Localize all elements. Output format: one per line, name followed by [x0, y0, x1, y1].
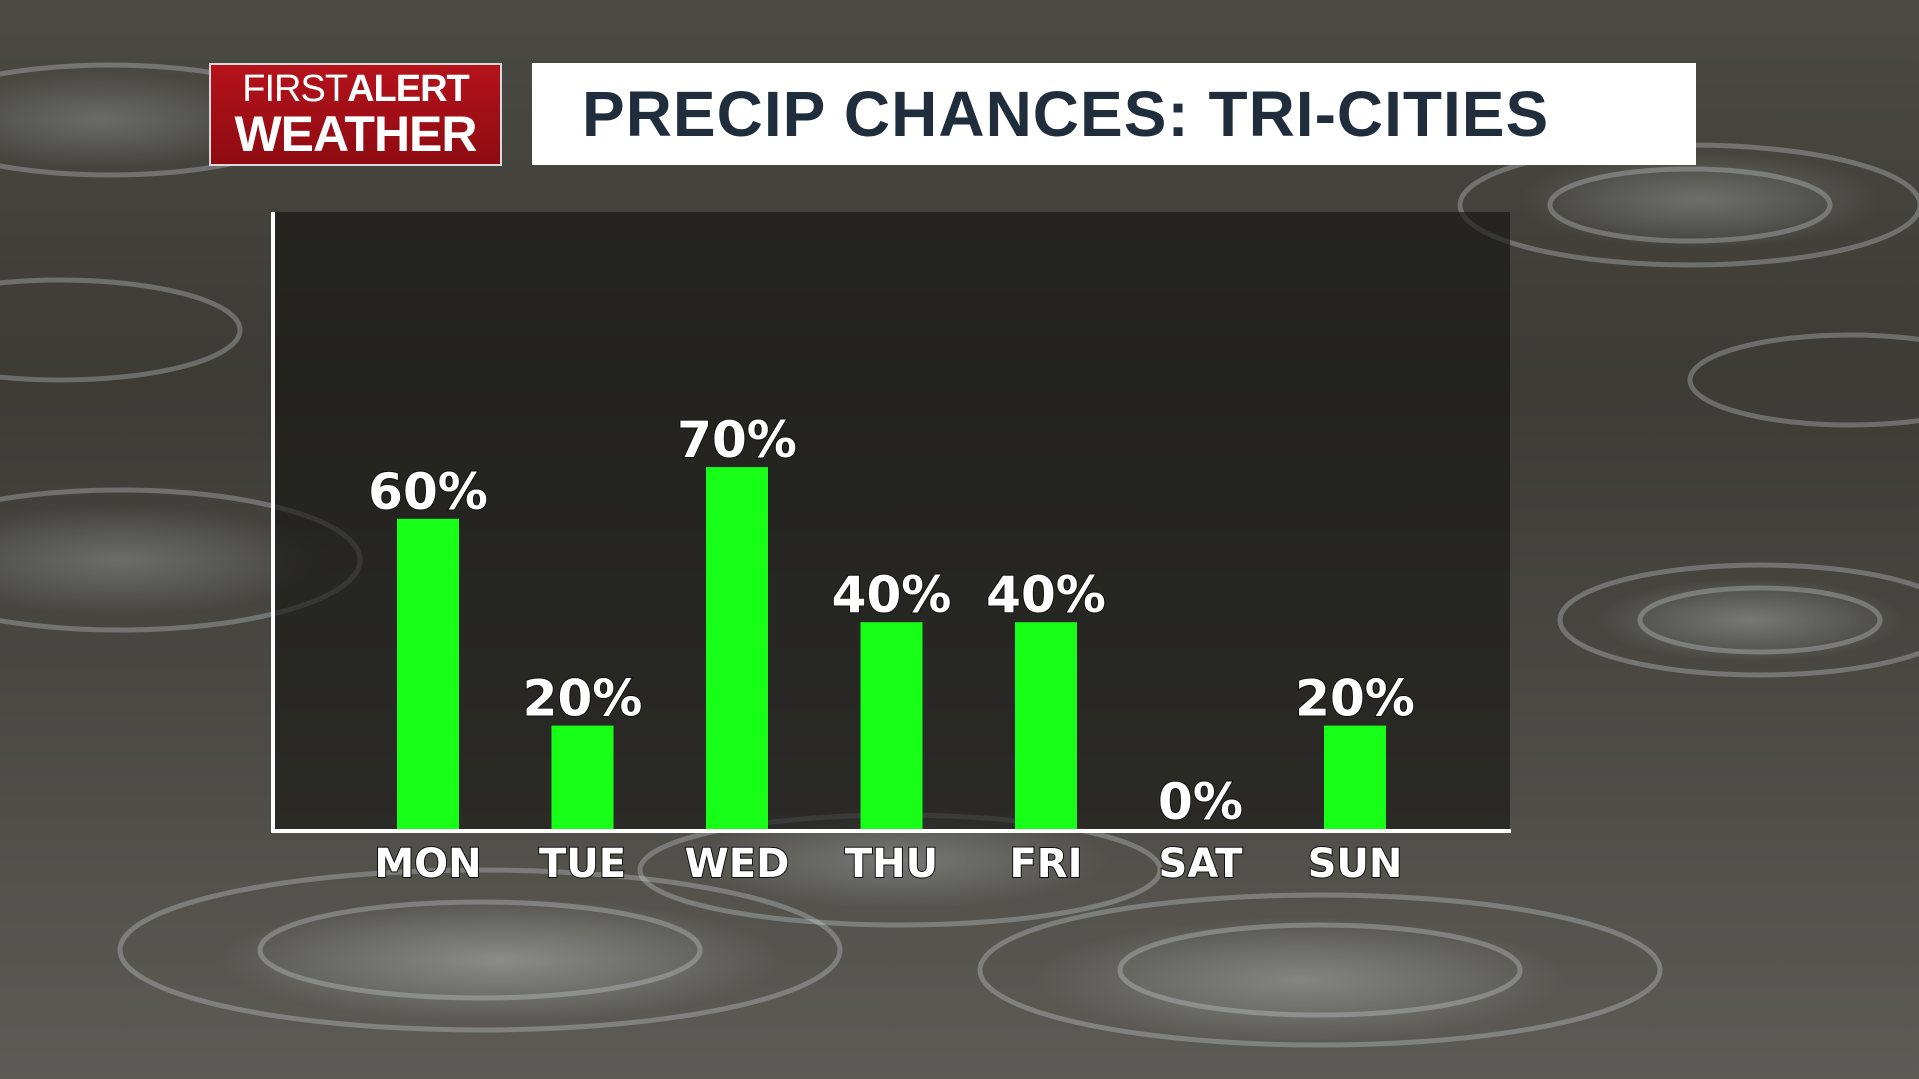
bar-mon	[397, 518, 459, 829]
value-label-mon: 60%	[368, 463, 488, 521]
category-label-tue: TUE	[539, 841, 626, 887]
logo-weather: WEATHER	[234, 106, 477, 162]
category-label-wed: WED	[685, 841, 790, 887]
logo-line-1: FIRSTALERT	[242, 68, 470, 110]
value-label-thu: 40%	[832, 566, 952, 624]
category-label-mon: MON	[374, 841, 481, 887]
logo-alert: ALERT	[347, 68, 470, 110]
logo-first: FIRST	[242, 68, 348, 110]
category-label-sun: SUN	[1308, 841, 1403, 887]
value-label-tue: 20%	[523, 670, 643, 728]
value-label-wed: 70%	[677, 411, 797, 469]
bar-thu	[860, 622, 923, 829]
bar-sun	[1324, 725, 1386, 829]
value-label-sun: 20%	[1295, 670, 1415, 728]
category-label-sat: SAT	[1159, 841, 1244, 887]
title-bar: PRECIP CHANCES: TRI-CITIES	[532, 63, 1696, 165]
bar-tue	[551, 725, 614, 829]
bar-fri	[1015, 622, 1077, 829]
bar-wed	[706, 467, 768, 829]
category-label-thu: THU	[845, 841, 938, 887]
first-alert-weather-logo: FIRSTALERT WEATHER	[209, 63, 502, 166]
value-label-sat: 0%	[1158, 773, 1243, 831]
category-label-fri: FRI	[1009, 841, 1082, 887]
value-label-fri: 40%	[986, 566, 1106, 624]
chart-title: PRECIP CHANCES: TRI-CITIES	[582, 78, 1550, 150]
